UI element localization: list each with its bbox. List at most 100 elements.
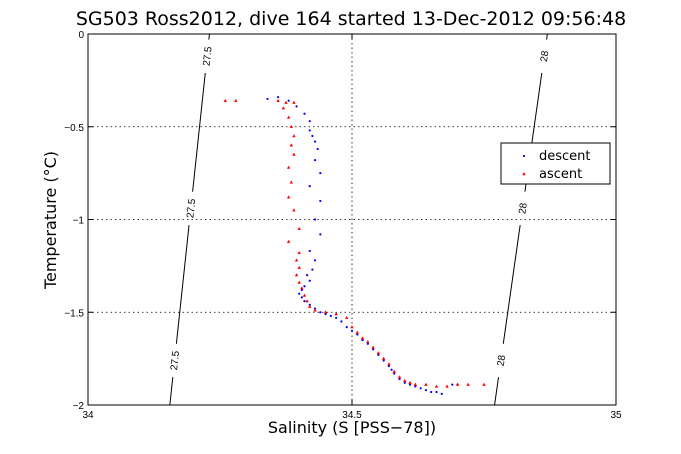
x-axis-label: Salinity (S [PSS−78]) <box>268 418 436 437</box>
ascent-point-26 <box>313 308 317 312</box>
descent-point-24 <box>300 296 303 299</box>
descent-point-44 <box>398 377 401 381</box>
descent-point-31 <box>335 316 338 319</box>
ascent-point-12 <box>289 180 294 184</box>
descent-point-25 <box>303 300 306 303</box>
legend-descent-glyph <box>522 154 526 158</box>
ascent-point-41 <box>408 380 412 384</box>
descent-point-0 <box>266 97 269 101</box>
descent-point-16 <box>308 249 311 253</box>
contour-0-segment <box>169 377 174 406</box>
contour-0-segment <box>192 72 206 192</box>
contour-0-segment <box>208 33 210 40</box>
ascent-point-37 <box>387 362 391 366</box>
y-tick-label-2: −1 <box>73 216 85 227</box>
ascent-point-14 <box>292 208 296 212</box>
contour-label-1-2: 28 <box>496 354 509 367</box>
descent-point-39 <box>377 353 380 357</box>
contour-label-0-0: 27.5 <box>202 46 215 67</box>
ascent-point-30 <box>350 325 354 329</box>
ascent-point-11 <box>286 165 291 169</box>
ascent-point-4 <box>292 100 296 104</box>
descent-point-17 <box>313 259 317 262</box>
descent-point-18 <box>311 268 314 271</box>
descent-point-15 <box>319 233 322 236</box>
descent-point-50 <box>430 390 433 394</box>
descent-point-47 <box>414 385 417 388</box>
descent-point-33 <box>345 325 348 329</box>
descent-point-19 <box>306 274 309 277</box>
grid-lines <box>88 34 616 405</box>
contour-label-0-1: 27.5 <box>185 198 198 219</box>
descent-point-3 <box>295 105 298 108</box>
x-tick-label-2: 35 <box>610 410 622 421</box>
ascent-point-40 <box>403 378 407 383</box>
contour-1-segment <box>494 377 500 406</box>
axis-ticks: 34 34.5 35 0 −0.5 −1 −1.5 −2 <box>64 30 622 421</box>
ascent-point-20 <box>294 273 299 277</box>
ascent-point-42 <box>413 382 418 386</box>
ascent-point-28 <box>334 312 338 316</box>
contour-label-0-2: 27.5 <box>169 350 182 371</box>
y-tick-label-0: 0 <box>78 30 84 41</box>
ascent-point-31 <box>355 330 360 334</box>
contour-1-segment <box>502 224 521 344</box>
descent-point-30 <box>329 314 332 318</box>
y-tick-label-1: −0.5 <box>64 123 84 134</box>
ascent-point-9 <box>289 143 294 147</box>
ascent-point-21 <box>297 280 301 284</box>
x-tick-label-1: 34.5 <box>342 410 362 421</box>
legend: descent ascent <box>500 142 611 185</box>
descent-point-38 <box>372 348 375 351</box>
ascent-point-17 <box>297 250 301 255</box>
descent-point-22 <box>300 288 303 292</box>
ascent-point-46 <box>455 382 460 386</box>
ascent-point-47 <box>466 382 470 386</box>
descent-point-7 <box>311 134 314 138</box>
descent-point-14 <box>313 218 317 221</box>
legend-descent-label: descent <box>539 149 591 164</box>
descent-point-5 <box>308 120 311 123</box>
series-ascent <box>223 98 486 388</box>
descent-point-41 <box>387 364 391 368</box>
ascent-point-13 <box>286 195 291 199</box>
chart-title: SG503 Ross2012, dive 164 started 13-Dec-… <box>76 8 626 30</box>
descent-point-20 <box>308 279 311 282</box>
descent-point-1 <box>276 95 280 99</box>
descent-point-4 <box>303 112 306 115</box>
contour-0-segment <box>175 225 190 344</box>
ascent-point-35 <box>376 351 381 355</box>
ascent-point-6 <box>286 115 291 119</box>
ascent-point-44 <box>434 384 439 388</box>
descent-point-9 <box>316 147 319 151</box>
descent-point-6 <box>308 129 311 132</box>
ascent-point-45 <box>445 384 449 388</box>
ascent-point-16 <box>286 239 291 243</box>
descent-point-21 <box>303 285 306 288</box>
descent-point-11 <box>319 172 322 175</box>
ascent-point-23 <box>302 293 307 297</box>
ascent-point-22 <box>300 286 304 290</box>
descent-point-35 <box>356 333 359 336</box>
y-tick-label-4: −2 <box>73 401 85 412</box>
descent-point-13 <box>319 199 322 203</box>
ascent-point-38 <box>392 369 396 373</box>
ascent-point-19 <box>297 265 301 269</box>
ascent-point-7 <box>289 124 294 128</box>
descent-point-34 <box>350 329 354 332</box>
ascent-point-10 <box>292 152 296 156</box>
descent-point-45 <box>403 381 406 384</box>
legend-box <box>500 142 611 185</box>
legend-ascent-label: ascent <box>539 167 582 182</box>
descent-point-48 <box>419 387 422 390</box>
descent-point-12 <box>308 185 311 188</box>
contour-label-1-1: 28 <box>517 202 530 215</box>
ascent-point-48 <box>482 382 486 386</box>
ascent-point-36 <box>381 356 386 360</box>
descent-point-52 <box>440 392 443 395</box>
ascent-point-1 <box>234 98 238 102</box>
ascent-point-5 <box>281 106 286 110</box>
ascent-point-33 <box>366 339 370 344</box>
x-tick-label-0: 34 <box>82 410 94 421</box>
